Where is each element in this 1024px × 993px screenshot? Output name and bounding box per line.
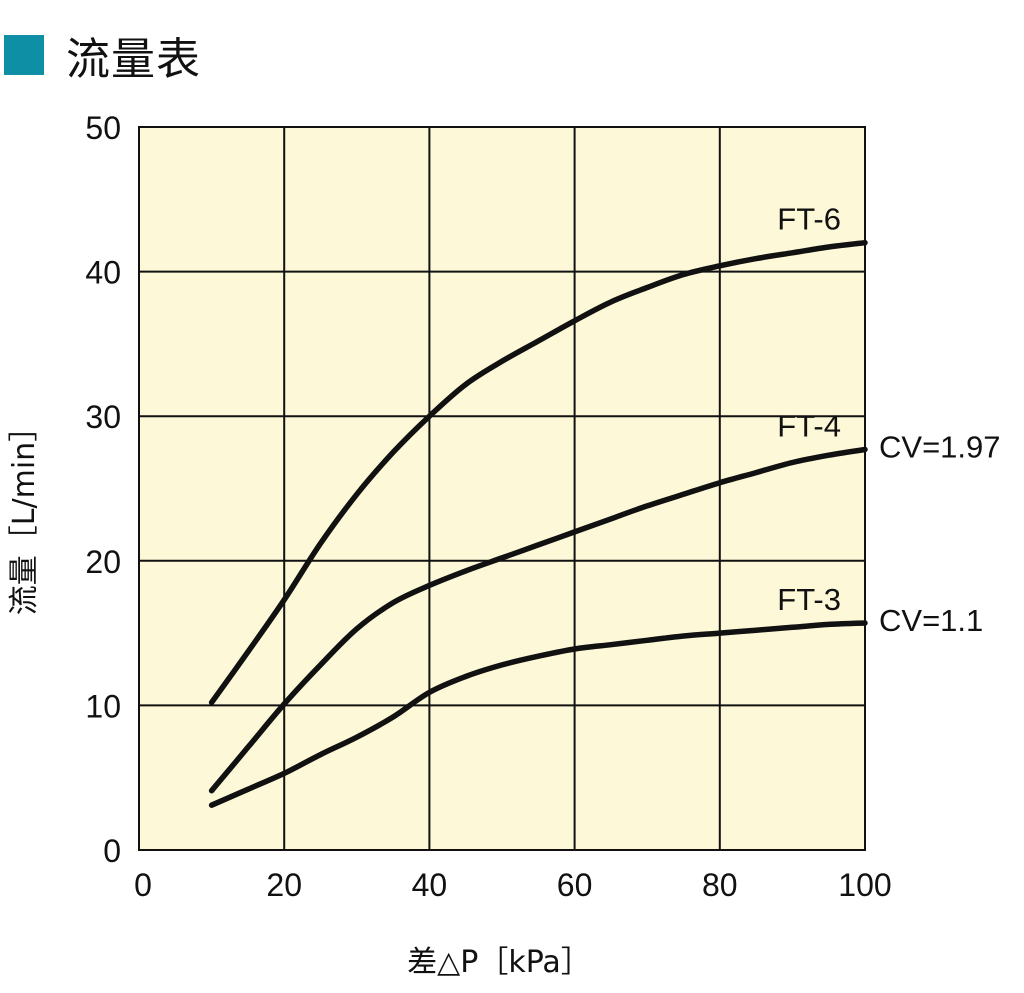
series-line-ft-4: [208, 446, 868, 794]
x-axis-label: 差△P［kPa］: [407, 945, 591, 980]
cv-label-ft-4: CV=1.97: [879, 429, 1001, 464]
x-tick-labels: 0 20 40 60 80 100: [134, 867, 892, 903]
series-line-ft-6: [208, 239, 868, 706]
y-tick-labels: 0 10 20 30 40 50: [85, 110, 121, 869]
y-tick-label: 40: [85, 255, 121, 291]
title-text: 流量表: [66, 34, 201, 85]
series-line-ft-3: [208, 620, 868, 808]
x-tick-label: 60: [557, 867, 593, 903]
y-tick-label: 30: [85, 399, 121, 435]
series-lines: [208, 239, 868, 808]
y-tick-label: 50: [85, 110, 121, 146]
plot-area: [139, 127, 865, 850]
x-tick-label: 40: [412, 867, 448, 903]
series-labels: FT-6 FT-4 CV=1.97 FT-3 CV=1.1: [777, 202, 1000, 638]
series-label-ft-3: FT-3: [777, 582, 841, 617]
x-tick-label: 0: [134, 867, 152, 903]
series-label-ft-6: FT-6: [777, 202, 841, 237]
x-tick-label: 20: [266, 867, 302, 903]
x-tick-label: 100: [838, 867, 891, 903]
x-tick-label: 80: [702, 867, 738, 903]
y-tick-label: 20: [85, 544, 121, 580]
title-square-icon: [4, 35, 44, 75]
y-axis-label: 流量［L/min］: [7, 412, 42, 615]
y-tick-label: 0: [103, 833, 121, 869]
chart-title: 流量表: [4, 30, 201, 85]
cv-label-ft-3: CV=1.1: [879, 603, 983, 638]
y-tick-label: 10: [85, 688, 121, 724]
plot-frame: [138, 126, 866, 851]
series-label-ft-4: FT-4: [777, 408, 841, 443]
